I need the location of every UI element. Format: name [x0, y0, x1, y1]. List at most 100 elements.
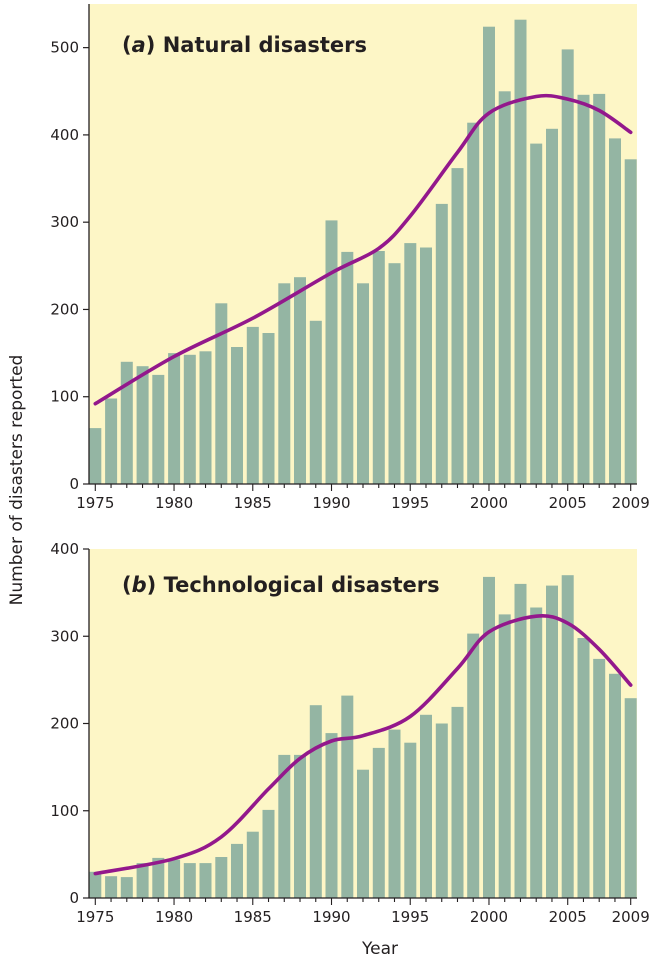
y-tick-label-b-200: 200	[50, 715, 79, 733]
bar-a-1978	[136, 366, 149, 484]
bar-a-2009	[624, 159, 637, 485]
panel-a-trend-line	[93, 93, 633, 406]
bar-b-1987	[278, 754, 291, 898]
bar-a-2002	[514, 19, 527, 484]
bar-b-2006	[577, 638, 590, 898]
bar-a-1982	[199, 351, 212, 484]
bar-a-2004	[546, 128, 558, 485]
bar-b-1997	[435, 723, 448, 898]
bar-b-1998	[451, 706, 464, 898]
panel-a: 0 100 200 300 400 500 1975 1980 1985 1990 1995 2000…	[50, 4, 650, 512]
x-tick-label-b-1975: 1975	[76, 908, 114, 926]
bar-a-1987	[278, 283, 291, 484]
bar-b-1984	[231, 843, 243, 898]
x-tick-label-b-1980: 1980	[155, 908, 193, 926]
bar-a-2000	[483, 26, 495, 484]
bar-a-1994	[388, 263, 401, 484]
bar-a-1998	[451, 168, 464, 484]
y-tick-label-a-500: 500	[50, 39, 79, 57]
x-tick-label-a-1975: 1975	[76, 494, 114, 512]
bar-b-2002	[514, 583, 527, 898]
panel-b: 0 100 200 300 400 1975 1980 1985 1990 1995 2000 200…	[50, 540, 649, 926]
bar-b-1981	[183, 863, 196, 898]
bar-b-1996	[420, 714, 432, 898]
y-tick-label-a-0: 0	[69, 475, 79, 493]
y-tick-label-b-100: 100	[50, 802, 79, 820]
bar-b-1999	[467, 633, 480, 898]
bar-a-1988	[294, 277, 306, 484]
bar-a-1980	[168, 353, 181, 484]
bar-a-1996	[420, 247, 432, 484]
bar-b-1976	[105, 876, 118, 898]
bar-b-1991	[341, 695, 354, 898]
x-tick-label-a-2009: 2009	[612, 494, 650, 512]
bar-b-1977	[120, 877, 133, 898]
y-tick-label-b-0: 0	[69, 889, 79, 907]
x-tick-label-a-1980: 1980	[155, 494, 193, 512]
panel-a-bars	[89, 19, 637, 485]
panel-b-title: (b) Technological disasters	[122, 573, 440, 597]
x-tick-label-b-1995: 1995	[391, 908, 429, 926]
bar-b-1994	[388, 729, 401, 898]
y-tick-label-a-400: 400	[50, 126, 79, 144]
bar-a-1981	[183, 354, 196, 484]
bar-b-1982	[199, 863, 212, 898]
bar-b-2004	[546, 585, 558, 898]
bar-b-2008	[609, 673, 621, 898]
bar-b-1993	[372, 747, 385, 898]
bar-a-1985	[246, 326, 259, 484]
bar-a-2006	[577, 94, 590, 485]
bar-b-1980	[168, 859, 181, 898]
panel-a-title: (a) Natural disasters	[122, 33, 367, 57]
bar-a-1992	[357, 283, 369, 484]
x-tick-label-b-1985: 1985	[234, 908, 272, 926]
bar-b-2005	[561, 575, 574, 898]
bar-a-1983	[215, 303, 228, 484]
bar-a-2007	[593, 93, 606, 485]
bar-a-2008	[609, 138, 621, 484]
bar-a-2005	[561, 49, 574, 485]
bar-b-1985	[246, 831, 259, 898]
bar-a-1995	[404, 243, 417, 484]
x-tick-label-b-2000: 2000	[470, 908, 508, 926]
bar-b-2000	[483, 576, 495, 898]
y-tick-label-a-100: 100	[50, 388, 79, 406]
bar-a-1991	[341, 251, 354, 484]
bar-b-1975	[89, 871, 102, 898]
x-tick-label-a-1995: 1995	[391, 494, 429, 512]
x-tick-label-b-1990: 1990	[312, 908, 350, 926]
bar-b-1992	[357, 769, 369, 898]
y-tick-label-a-300: 300	[50, 213, 79, 231]
bar-a-1993	[372, 251, 385, 484]
bar-b-2009	[624, 698, 637, 898]
panel-b-trend-line	[93, 614, 633, 876]
bar-a-1976	[105, 398, 118, 484]
bar-a-1997	[435, 203, 448, 484]
bar-b-1989	[309, 705, 322, 898]
bar-a-1975	[89, 428, 102, 484]
bar-a-1984	[231, 347, 243, 484]
y-tick-label-b-400: 400	[50, 540, 79, 558]
x-axis-label: Year	[361, 939, 398, 959]
bar-a-1990	[325, 220, 338, 484]
bar-b-1979	[152, 857, 165, 898]
bar-b-2007	[593, 658, 606, 898]
x-tick-label-a-1990: 1990	[312, 494, 350, 512]
bar-b-1986	[262, 809, 275, 898]
y-tick-label-b-300: 300	[50, 627, 79, 645]
panel-b-axes: 0 100 200 300 400 1975 1980 1985 1990 1995 2000 200…	[50, 540, 649, 926]
bar-b-2001	[498, 614, 511, 898]
bar-a-2003	[530, 143, 543, 484]
panel-b-bars	[89, 575, 637, 898]
y-axis-label: Number of disasters reported	[7, 355, 27, 606]
bar-a-1986	[262, 333, 275, 484]
bar-a-1979	[152, 374, 165, 484]
bar-a-1989	[309, 320, 322, 484]
x-tick-label-b-2005: 2005	[549, 908, 587, 926]
x-tick-label-a-1985: 1985	[234, 494, 272, 512]
y-tick-label-a-200: 200	[50, 300, 79, 318]
bar-b-1983	[215, 857, 228, 898]
bar-b-1995	[404, 742, 417, 898]
x-tick-label-a-2005: 2005	[549, 494, 587, 512]
